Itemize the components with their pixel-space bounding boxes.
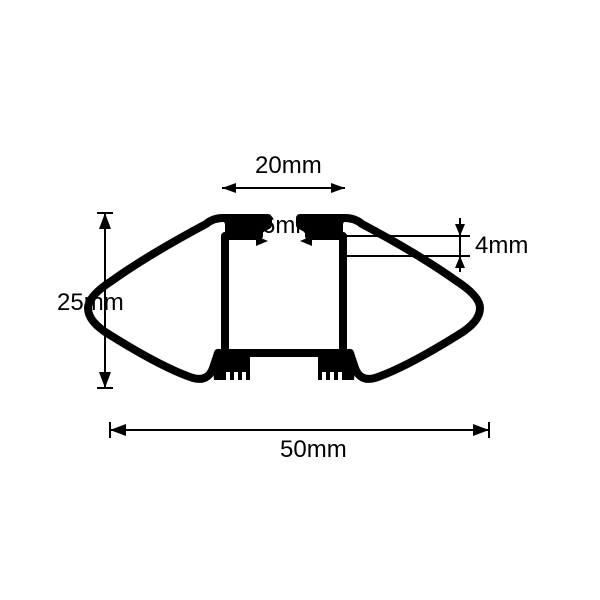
slot-outer-label: 20mm [255,152,322,179]
width-label: 50mm [280,436,347,463]
dimension-width: 50mm [110,422,489,463]
dimension-slot-outer: 20mm [222,152,345,193]
dimension-slot-inner: 6mm [256,212,315,246]
slot-inner-label: 6mm [262,212,315,239]
lip-label: 4mm [475,232,528,259]
height-label: 25mm [57,289,124,316]
profile-outline [88,218,480,380]
technical-drawing: 50mm 25mm 20mm 6mm 4mm [0,0,600,600]
dimension-height: 25mm [57,213,124,388]
